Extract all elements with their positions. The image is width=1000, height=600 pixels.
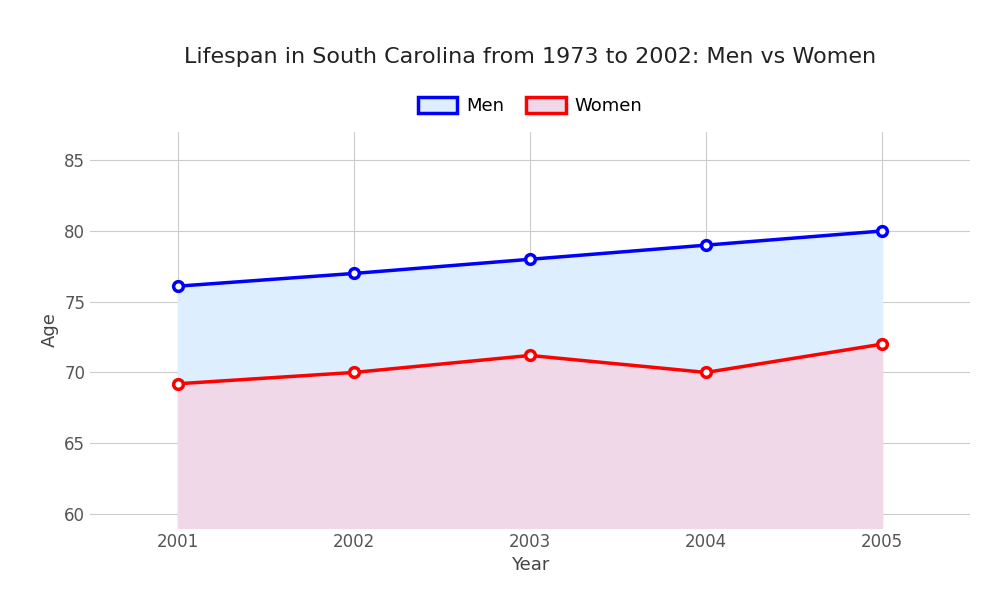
X-axis label: Year: Year — [511, 556, 549, 574]
Y-axis label: Age: Age — [41, 313, 59, 347]
Title: Lifespan in South Carolina from 1973 to 2002: Men vs Women: Lifespan in South Carolina from 1973 to … — [184, 47, 876, 67]
Legend: Men, Women: Men, Women — [410, 89, 650, 122]
